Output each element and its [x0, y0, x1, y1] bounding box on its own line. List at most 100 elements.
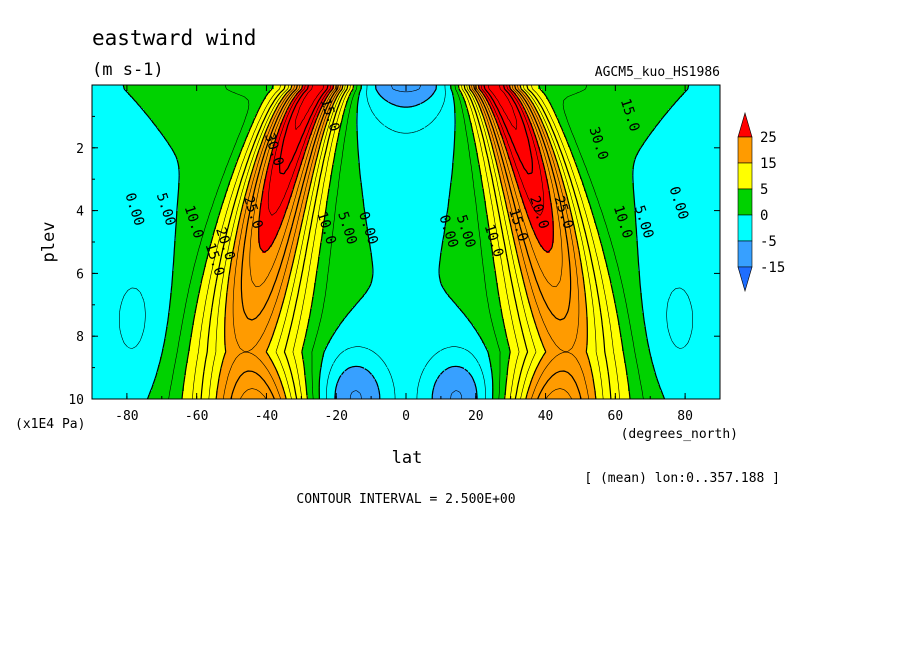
contour-cell [106, 89, 109, 92]
contour-cell [632, 99, 635, 102]
contour-cell [352, 103, 355, 106]
contour-cell [220, 105, 223, 108]
contour-cell [236, 113, 239, 116]
contour-cell [450, 93, 453, 96]
contour-cell [554, 99, 557, 102]
contour-cell [588, 97, 591, 100]
contour-cell [656, 99, 659, 102]
contour-cell [614, 111, 617, 114]
contour-cell [380, 101, 383, 104]
contour-cell [502, 107, 505, 110]
contour-cell [216, 115, 219, 118]
contour-cell [416, 111, 419, 114]
contour-cell [376, 97, 379, 100]
contour-cell [132, 85, 135, 88]
contour-cell [310, 103, 313, 106]
contour-cell [174, 101, 177, 104]
contour-cell [272, 89, 275, 92]
contour-cell [250, 93, 253, 96]
contour-cell [238, 115, 241, 118]
contour-cell [256, 97, 259, 100]
contour-cell [356, 97, 359, 100]
contour-cell [400, 101, 403, 104]
contour-cell [176, 107, 179, 110]
contour-cell [434, 103, 437, 106]
contour-cell [402, 103, 405, 106]
contour-cell [392, 99, 395, 102]
contour-cell [180, 101, 183, 104]
contour-cell [546, 87, 549, 90]
contour-cell [422, 115, 425, 118]
contour-cell [416, 87, 419, 90]
contour-cell [230, 87, 233, 90]
contour-cell [174, 109, 177, 112]
contour-cell [526, 93, 529, 96]
contour-cell [634, 107, 637, 110]
contour-cell [396, 95, 399, 98]
contour-cell [266, 97, 269, 100]
contour-cell [274, 115, 277, 118]
contour-cell [252, 85, 255, 88]
contour-cell [374, 99, 377, 102]
contour-cell [252, 113, 255, 116]
contour-cell [680, 105, 683, 108]
contour-cell [302, 109, 305, 112]
contour-cell [500, 99, 503, 102]
contour-cell [656, 101, 659, 104]
contour-cell [504, 115, 507, 118]
contour-cell [188, 91, 191, 94]
contour-cell [256, 105, 259, 108]
contour-cell [712, 91, 715, 94]
contour-cell [316, 107, 319, 110]
contour-cell [210, 111, 213, 114]
contour-cell [218, 101, 221, 104]
contour-cell [630, 103, 633, 106]
contour-cell [164, 115, 167, 118]
contour-cell [468, 97, 471, 100]
contour-cell [222, 107, 225, 110]
contour-cell [142, 107, 145, 110]
contour-cell [144, 91, 147, 94]
contour-cell [510, 99, 513, 102]
contour-cell [474, 93, 477, 96]
contour-cell [206, 85, 209, 88]
contour-cell [602, 111, 605, 114]
contour-cell [402, 85, 405, 88]
contour-cell [702, 91, 705, 94]
contour-cell [542, 105, 545, 108]
contour-cell [278, 101, 281, 104]
contour-cell [106, 93, 109, 96]
contour-cell [128, 101, 131, 104]
contour-cell [556, 89, 559, 92]
contour-cell [516, 113, 519, 116]
contour-cell [402, 89, 405, 92]
contour-cell [626, 113, 629, 116]
contour-cell [230, 95, 233, 98]
contour-cell [462, 101, 465, 104]
contour-cell [316, 91, 319, 94]
contour-cell [154, 101, 157, 104]
contour-cell [252, 87, 255, 90]
contour-cell [632, 85, 635, 88]
contour-cell [148, 95, 151, 98]
contour-cell [204, 85, 207, 88]
contour-cell [114, 113, 117, 116]
contour-cell [380, 89, 383, 92]
contour-cell [240, 95, 243, 98]
contour-cell [94, 113, 97, 116]
contour-cell [658, 113, 661, 116]
contour-cell [120, 95, 123, 98]
contour-cell [680, 91, 683, 94]
contour-cell [312, 97, 315, 100]
contour-cell [106, 105, 109, 108]
contour-cell [98, 95, 101, 98]
contour-cell [156, 107, 159, 110]
contour-cell [566, 105, 569, 108]
contour-cell [244, 89, 247, 92]
contour-cell [532, 107, 535, 110]
contour-cell [130, 89, 133, 92]
contour-cell [538, 107, 541, 110]
contour-cell [456, 107, 459, 110]
contour-cell [394, 85, 397, 88]
contour-cell [666, 109, 669, 112]
